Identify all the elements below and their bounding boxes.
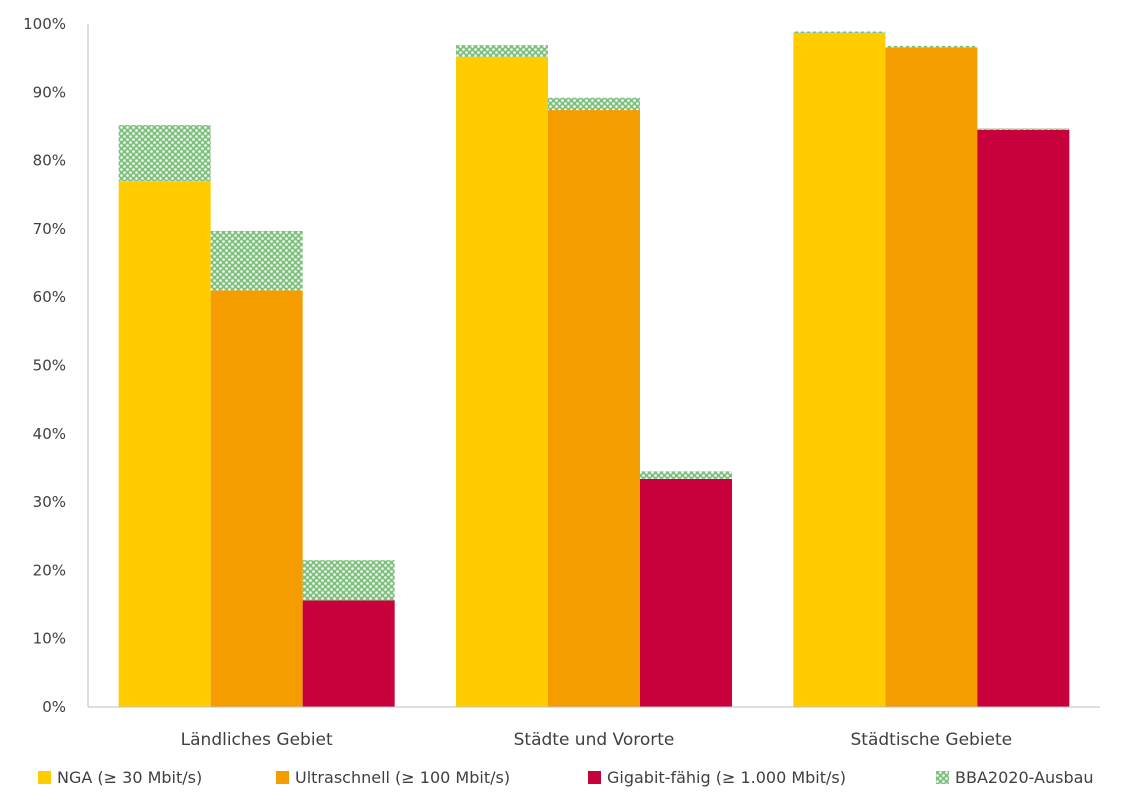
- bar-segment: [885, 47, 978, 708]
- y-tick-label: 90%: [33, 83, 66, 101]
- y-tick-label: 60%: [33, 288, 66, 306]
- bba2020-segment: [793, 31, 886, 34]
- x-axis: Ländliches Gebiet Städte und Vororte Städt…: [88, 706, 1100, 750]
- legend: NGA (≥ 30 Mbit/s) Ultraschnell (≥ 100 Mbi…: [38, 768, 1094, 787]
- bar-segment: [302, 600, 395, 707]
- bar-segment: [793, 32, 886, 707]
- bar-segment: [456, 56, 548, 708]
- bars: [118, 31, 1070, 708]
- y-tick-label: 0%: [42, 698, 66, 716]
- bba2020-segment: [977, 128, 1070, 130]
- legend-label: NGA (≥ 30 Mbit/s): [57, 768, 202, 787]
- bba2020-segment: [118, 125, 211, 182]
- legend-swatch: [936, 771, 949, 784]
- y-tick-label: 20%: [33, 561, 66, 579]
- y-tick-label: 80%: [33, 152, 66, 170]
- y-tick-label: 100%: [23, 15, 66, 33]
- y-tick-label: 30%: [33, 493, 66, 511]
- legend-label: BBA2020-Ausbau: [955, 768, 1094, 787]
- legend-swatch: [276, 771, 289, 784]
- bar-segment: [118, 181, 211, 708]
- bar-segment: [640, 478, 732, 707]
- bar-segment: [210, 290, 303, 707]
- legend-label: Gigabit-fähig (≥ 1.000 Mbit/s): [607, 768, 846, 787]
- bba2020-segment: [548, 97, 640, 111]
- bar-segment: [977, 129, 1070, 708]
- x-tick-label: Städtische Gebiete: [851, 730, 1013, 750]
- legend-label: Ultraschnell (≥ 100 Mbit/s): [295, 768, 510, 787]
- y-tick-label: 40%: [33, 425, 66, 443]
- bba2020-segment: [302, 560, 395, 601]
- y-tick-label: 70%: [33, 220, 66, 238]
- legend-swatch: [38, 771, 51, 784]
- bba2020-segment: [210, 230, 303, 291]
- y-axis: 0% 10% 20% 30% 40% 50% 60% 70% 80% 90% 100%: [23, 15, 89, 716]
- bar-segment: [548, 110, 640, 708]
- bba2020-segment: [640, 471, 732, 479]
- bba2020-segment: [885, 45, 978, 48]
- x-tick-label: Städte und Vororte: [514, 730, 675, 750]
- x-tick-label: Ländliches Gebiet: [181, 730, 333, 750]
- y-tick-label: 50%: [33, 357, 66, 375]
- y-tick-label: 10%: [33, 630, 66, 648]
- bba2020-segment: [456, 45, 548, 57]
- legend-swatch: [588, 771, 601, 784]
